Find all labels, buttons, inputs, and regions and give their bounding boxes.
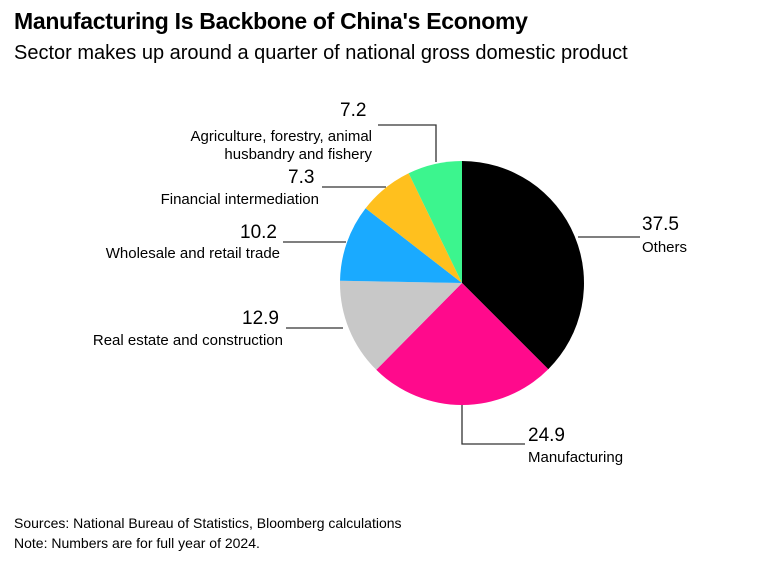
category-label-wholesale: Wholesale and retail trade [105, 245, 280, 262]
chart-title: Manufacturing Is Backbone of China's Eco… [14, 8, 528, 34]
value-label-financial: 7.3 [288, 167, 315, 188]
pie-slice-wholesale [340, 208, 462, 283]
pie-slice-agriculture [408, 161, 462, 283]
value-label-others: 37.5 [642, 214, 679, 235]
category-label-manufacturing: Manufacturing [528, 449, 624, 466]
category-label-others: Others [642, 239, 688, 256]
pie-slice-financial [365, 173, 462, 283]
value-label-wholesale: 10.2 [240, 222, 277, 243]
category-label-agriculture: Agriculture, forestry, animal husbandry … [191, 128, 372, 164]
pie-slice-real [340, 280, 462, 370]
category-label-agriculture-line2: husbandry and fishery [224, 146, 372, 163]
category-label-agriculture-line1: Agriculture, forestry, animal [190, 128, 372, 145]
pie-slice-manufacturing [376, 283, 549, 405]
category-label-financial: Financial intermediation [160, 191, 319, 208]
category-label-real-estate: Real estate and construction [92, 332, 283, 349]
leader-line-manufacturing [461, 405, 525, 445]
sources-note: Sources: National Bureau of Statistics, … [14, 515, 402, 531]
value-label-real-estate: 12.9 [242, 308, 279, 329]
pie-slice-others [462, 161, 584, 370]
value-label-agriculture: 7.2 [340, 100, 367, 121]
chart-subtitle: Sector makes up around a quarter of nati… [14, 42, 628, 64]
footnote: Note: Numbers are for full year of 2024. [14, 535, 260, 551]
leader-line-agriculture [378, 124, 437, 162]
value-label-manufacturing: 24.9 [528, 425, 565, 446]
